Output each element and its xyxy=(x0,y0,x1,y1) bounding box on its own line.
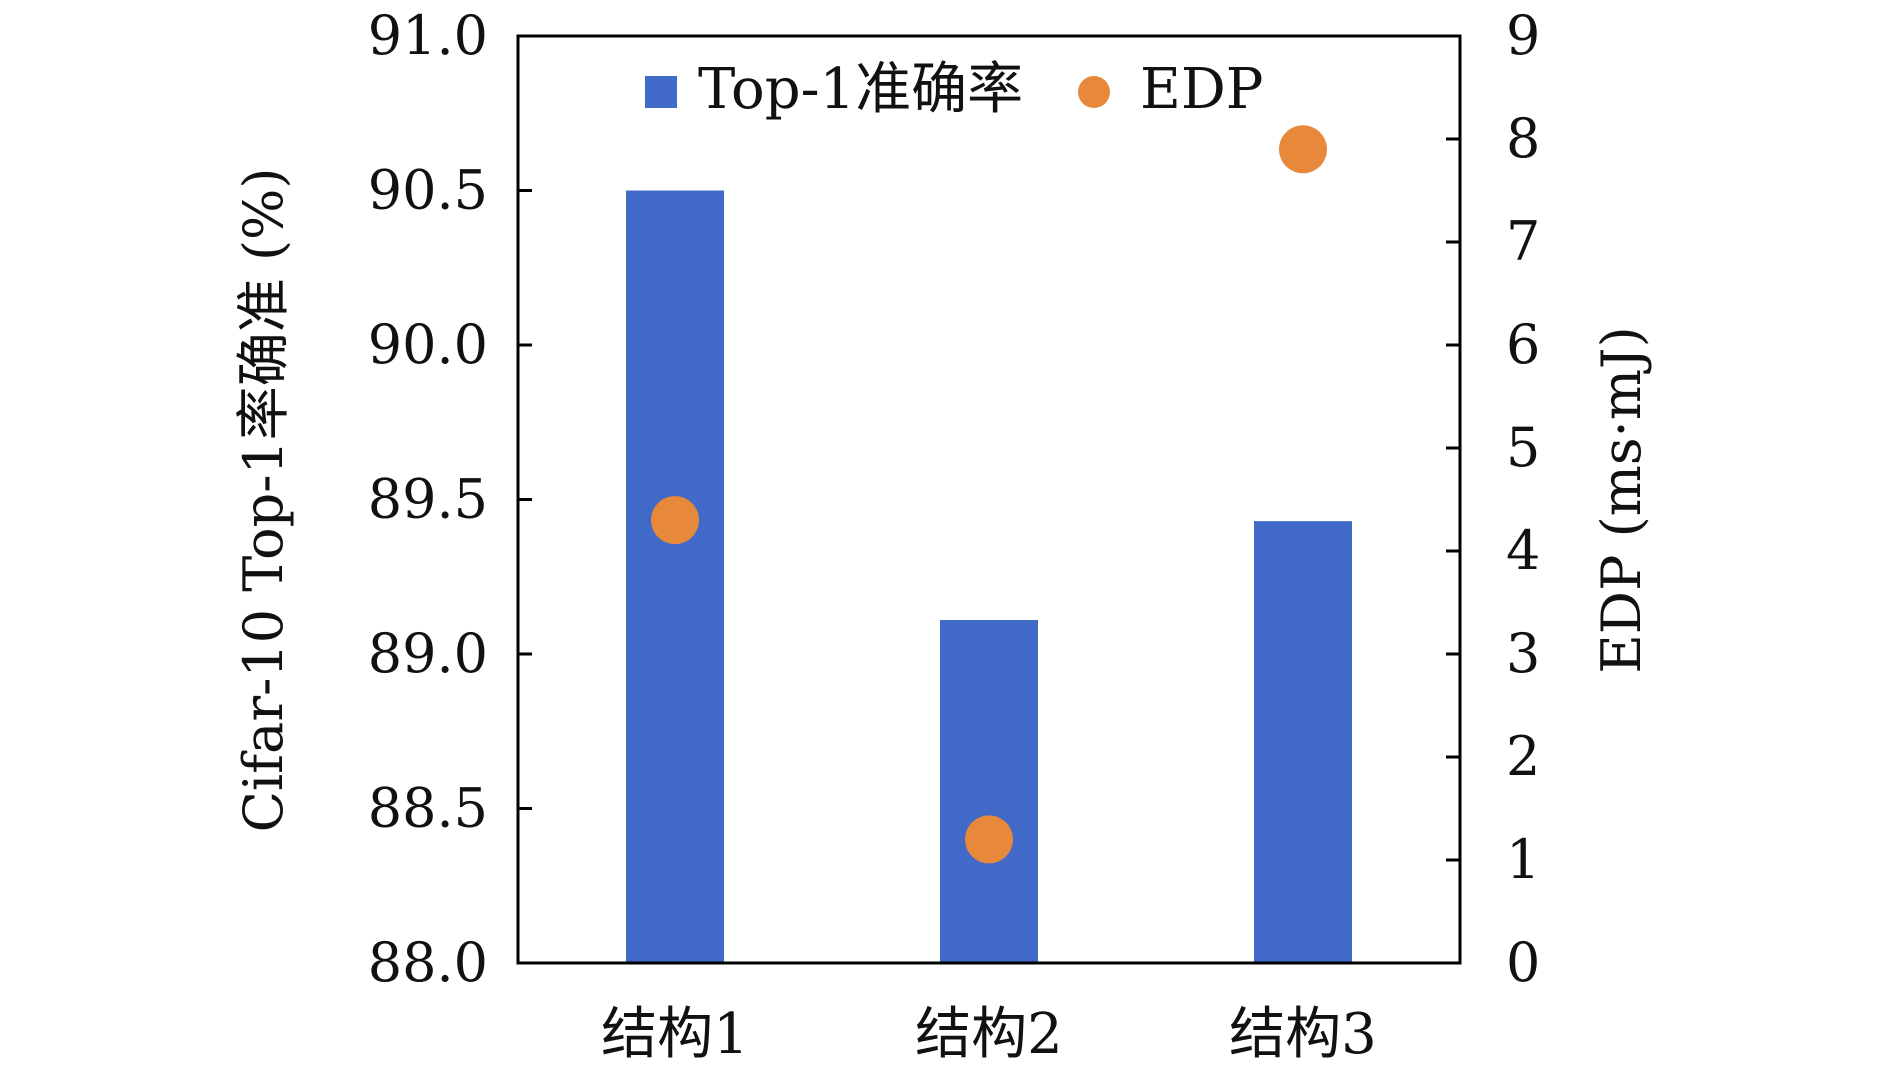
right-tick-label: 4 xyxy=(1506,519,1540,582)
right-tick-label: 3 xyxy=(1506,622,1540,685)
left-tick-label: 88.5 xyxy=(368,777,488,840)
legend-bar-swatch xyxy=(645,76,677,108)
bar-3 xyxy=(1254,521,1352,963)
right-axis-title: EDP (ms·mJ) xyxy=(1590,326,1653,673)
left-tick-label: 91.0 xyxy=(368,4,488,67)
edp-point-2 xyxy=(965,815,1013,864)
left-tick-label: 90.0 xyxy=(368,313,488,376)
category-label-2: 结构2 xyxy=(915,1002,1063,1067)
points-layer xyxy=(651,125,1327,864)
left-tick-label: 88.0 xyxy=(368,931,488,994)
category-label-1: 结构1 xyxy=(601,1002,749,1067)
left-axis: 88.0 88.5 89.0 89.5 90.0 90.5 91.0 xyxy=(368,4,532,994)
right-tick-label: 8 xyxy=(1506,107,1540,170)
legend: Top-1准确率 EDP xyxy=(645,57,1263,122)
bar-1 xyxy=(626,190,724,963)
right-tick-label: 5 xyxy=(1506,416,1540,479)
right-axis: 0 1 2 3 4 5 6 7 8 9 xyxy=(1446,4,1540,994)
right-tick-label: 2 xyxy=(1506,725,1540,788)
left-axis-title: Cifar-10 Top-1率确准 (%) xyxy=(232,168,295,833)
category-axis: 结构1 结构2 结构3 xyxy=(601,1002,1377,1067)
right-tick-label: 7 xyxy=(1506,210,1540,273)
bar-2 xyxy=(940,620,1038,963)
legend-edp-swatch xyxy=(1078,76,1110,108)
legend-bar-label: Top-1准确率 xyxy=(698,57,1023,122)
left-tick-label: 89.0 xyxy=(368,622,488,685)
right-tick-label: 6 xyxy=(1506,313,1540,376)
category-label-3: 结构3 xyxy=(1229,1002,1377,1067)
left-tick-label: 89.5 xyxy=(368,468,488,531)
edp-point-3 xyxy=(1279,125,1327,174)
bars-layer xyxy=(626,190,1352,963)
legend-edp-label: EDP xyxy=(1140,57,1263,122)
right-tick-label: 9 xyxy=(1506,4,1540,67)
left-tick-label: 90.5 xyxy=(368,159,488,222)
right-tick-label: 0 xyxy=(1506,931,1540,994)
edp-point-1 xyxy=(651,496,699,545)
right-tick-label: 1 xyxy=(1506,828,1540,891)
